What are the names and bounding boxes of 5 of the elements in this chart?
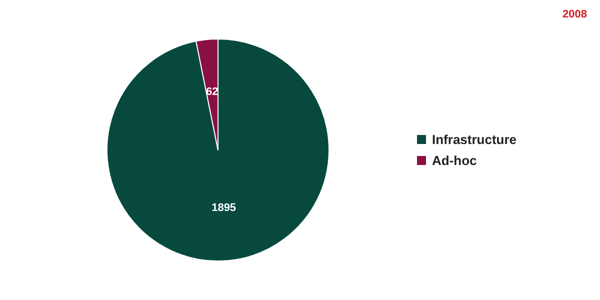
legend-label: Infrastructure xyxy=(432,132,517,147)
data-label: 1895 xyxy=(212,202,236,214)
data-label: 62 xyxy=(206,86,218,98)
text: 2008 xyxy=(562,8,588,20)
legend-label: Ad-hoc xyxy=(432,153,477,168)
